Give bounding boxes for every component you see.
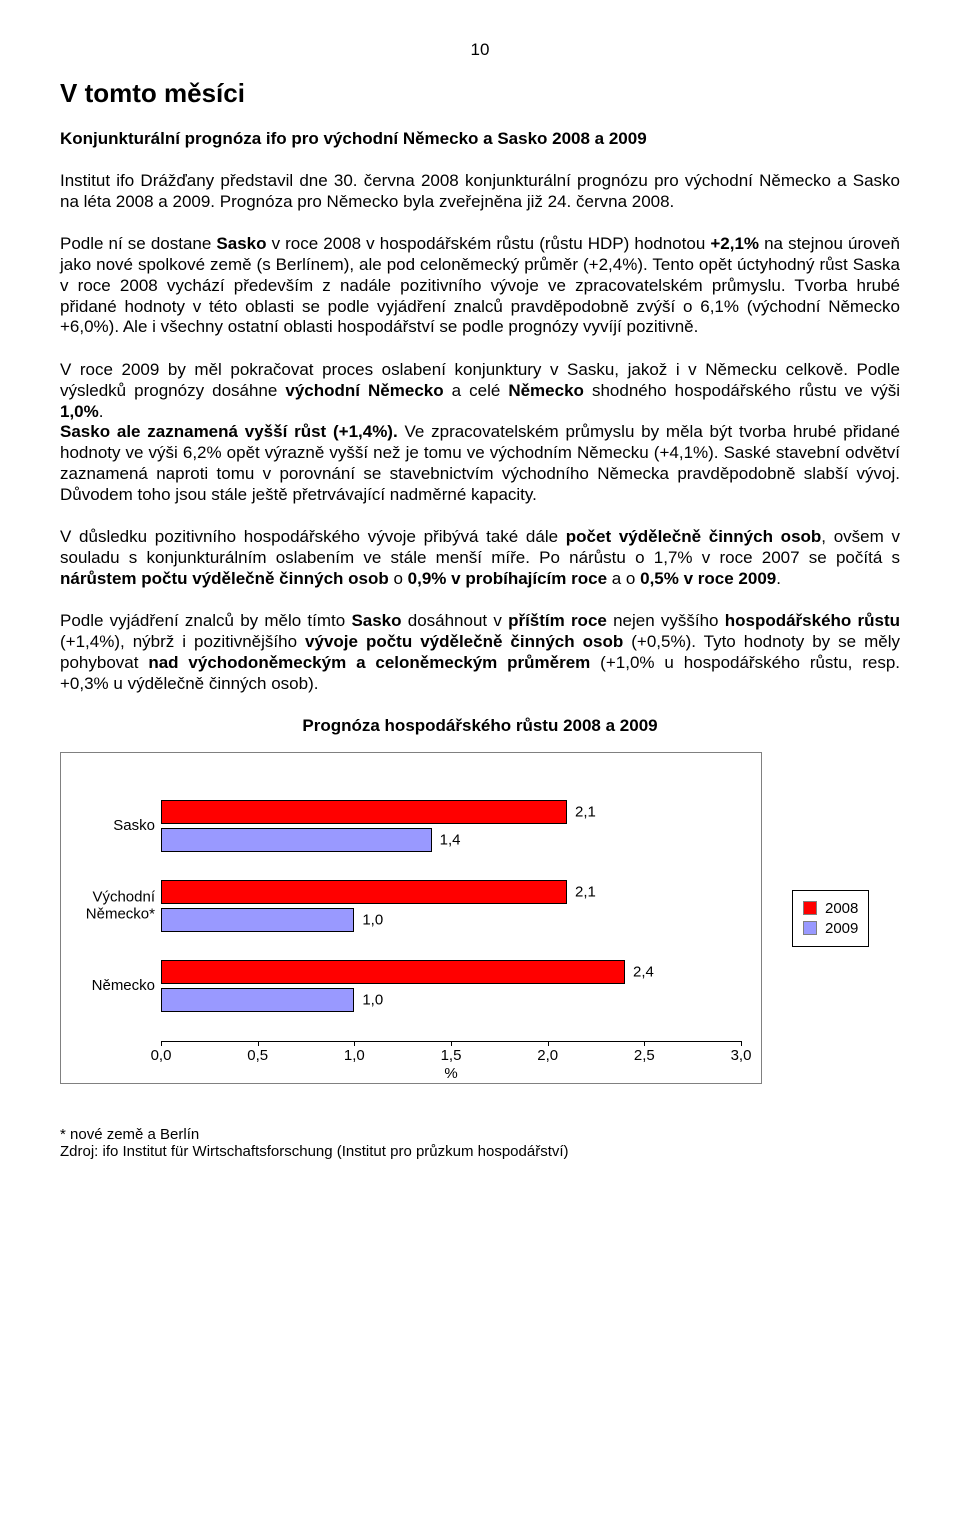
chart-x-tick [548,1041,549,1046]
chart-bar-value: 2,4 [633,964,654,981]
paragraph-4: V důsledku pozitivního hospodářského výv… [60,527,900,589]
chart-area: Sasko 2,1 1,4 Východní Německo* 2,1 1,0 Německ… [60,752,762,1084]
heading-sub: Konjunkturální prognóza ifo pro východní… [60,129,900,149]
text-bold: východní Německo [285,381,443,400]
paragraph-1: Institut ifo Drážďany představil dne 30.… [60,171,900,212]
chart-bar-value: 1,0 [362,912,383,929]
heading-main: V tomto měsíci [60,78,900,109]
text-bold: nad východoněmeckým a celoněmeckým průmě… [148,653,590,672]
legend-row-2008: 2008 [803,900,858,917]
footnote-line2: Zdroj: ifo Institut für Wirtschaftsforsc… [60,1143,569,1160]
chart-x-tick-label: 1,5 [441,1047,462,1064]
paragraph-2: Podle ní se dostane Sasko v roce 2008 v … [60,234,900,338]
text: Podle ní se dostane [60,234,216,253]
legend-swatch-2009 [803,921,817,935]
text-bold: Sasko [351,611,401,630]
chart-x-tick-label: 1,0 [344,1047,365,1064]
chart-category-label: Východní Německo* [65,890,155,923]
text: (+1,4%), nýbrž i pozitivnějšího [60,632,305,651]
page-number: 10 [60,40,900,60]
chart-x-tick [644,1041,645,1046]
chart-bar-2008 [161,880,567,904]
chart-x-tick-label: 2,5 [634,1047,655,1064]
chart-x-tick-label: 0,5 [247,1047,268,1064]
text-bold: +2,1% [710,234,759,253]
legend-label-2008: 2008 [825,900,858,917]
chart-x-tick [258,1041,259,1046]
text: . [776,569,781,588]
text-bold: 0,5% v roce 2009 [640,569,776,588]
chart-bar-2009 [161,828,432,852]
chart-category-label: Německo [65,978,155,995]
text-bold: Německo [508,381,584,400]
chart-bar-value: 1,0 [362,992,383,1009]
chart-x-title: % [444,1065,457,1082]
chart-legend: 2008 2009 [792,890,869,947]
chart-bar-2008 [161,960,625,984]
text: V důsledku pozitivního hospodářského výv… [60,527,566,546]
page: 10 V tomto měsíci Konjunkturální prognóz… [0,0,960,1200]
chart-plot: Sasko2,11,4Východní Německo*2,11,0Německ… [161,771,741,1041]
footnote-line1: * nové země a Berlín [60,1126,199,1143]
chart-bar-2009 [161,908,354,932]
chart-x-tick-label: 2,0 [537,1047,558,1064]
chart-x-tick [451,1041,452,1046]
text: a celé [444,381,509,400]
text: nejen vyššího [607,611,725,630]
text: shodného hospodářského růstu ve výši [584,381,900,400]
chart-x-tick-label: 3,0 [731,1047,752,1064]
text-bold: příštím roce [508,611,607,630]
legend-row-2009: 2009 [803,920,858,937]
chart-x-tick [354,1041,355,1046]
paragraph-1-text: Institut ifo Drážďany představil dne 30.… [60,171,900,211]
chart-category-label: Sasko [65,818,155,835]
chart-bar-value: 2,1 [575,884,596,901]
text-bold: počet výdělečně činných osob [566,527,822,546]
paragraph-5: Podle vyjádření znalců by mělo tímto Sas… [60,611,900,694]
chart-x-tick [741,1041,742,1046]
chart-bar-2009 [161,988,354,1012]
text-bold: nárůstem počtu výdělečně činných osob [60,569,389,588]
text-bold: hospodářského růstu [725,611,900,630]
text-bold: Sasko ale zaznamená vyšší růst (+1,4%). [60,422,398,441]
chart-bar-value: 1,4 [440,832,461,849]
text: Podle vyjádření znalců by mělo tímto [60,611,351,630]
chart-x-tick [161,1041,162,1046]
text-bold: 1,0% [60,402,99,421]
text: a o [607,569,640,588]
text: o [389,569,408,588]
text-bold: 0,9% v probíhajícím roce [408,569,607,588]
chart-wrap: Sasko 2,1 1,4 Východní Německo* 2,1 1,0 Německ… [60,752,900,1084]
paragraph-3: V roce 2009 by měl pokračovat proces osl… [60,360,900,505]
text-bold: vývoje počtu výdělečně činných osob [305,632,623,651]
legend-swatch-2008 [803,901,817,915]
text: v roce 2008 v hospodářském růstu (růstu … [267,234,711,253]
legend-label-2009: 2009 [825,920,858,937]
chart-x-tick-label: 0,0 [151,1047,172,1064]
chart-bar-value: 2,1 [575,804,596,821]
chart-title: Prognóza hospodářského růstu 2008 a 2009 [60,716,900,736]
text-bold: Sasko [216,234,266,253]
text: dosáhnout v [402,611,509,630]
text: . [99,402,104,421]
footnote: * nové země a Berlín Zdroj: ifo Institut… [60,1126,900,1160]
chart-bar-2008 [161,800,567,824]
